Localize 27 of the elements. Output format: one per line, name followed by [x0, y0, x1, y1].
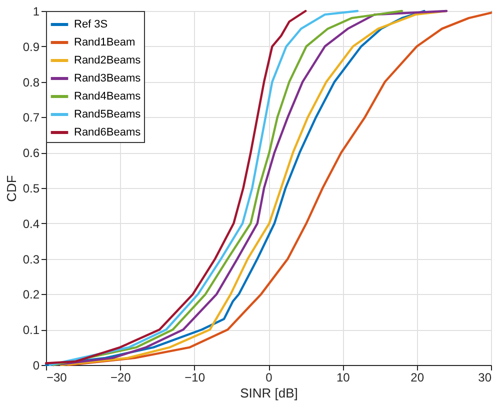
- y-tick-label: 0: [32, 358, 40, 372]
- y-tick-label: 0.7: [22, 110, 40, 125]
- x-axis-title: SINR [dB]: [240, 386, 298, 400]
- y-tick-label: 0.5: [22, 182, 40, 196]
- legend-label: Rand3Beams: [74, 72, 142, 84]
- y-tick-label: 0.9: [22, 40, 40, 54]
- legend-label: Rand5Beams: [74, 108, 142, 120]
- legend-label: Rand1Beam: [74, 36, 136, 48]
- x-tick-label: 20: [410, 370, 424, 384]
- y-tick-label: 0.1: [22, 323, 40, 338]
- legend-label: Rand4Beams: [74, 90, 142, 102]
- y-tick-label: 0.6: [22, 146, 40, 160]
- legend-label: Rand6Beams: [74, 126, 142, 138]
- x-tick-label: 10: [336, 370, 350, 384]
- x-tick-label: −30: [46, 370, 68, 384]
- y-tick-label: 0.8: [22, 75, 40, 90]
- legend-label: Ref 3S: [74, 18, 108, 30]
- y-tick-label: 0.4: [22, 216, 40, 231]
- y-tick-label: 0.3: [22, 252, 40, 266]
- x-tick-label: 30: [478, 370, 492, 384]
- y-axis-title: CDF: [4, 175, 19, 202]
- legend-label: Rand2Beams: [74, 54, 142, 66]
- x-tick-label: −10: [184, 370, 206, 384]
- y-tick-label: 1: [32, 4, 40, 18]
- y-tick-label: 0.2: [22, 288, 40, 302]
- x-tick-label: 0: [266, 370, 273, 384]
- x-tick-label: −20: [110, 370, 132, 384]
